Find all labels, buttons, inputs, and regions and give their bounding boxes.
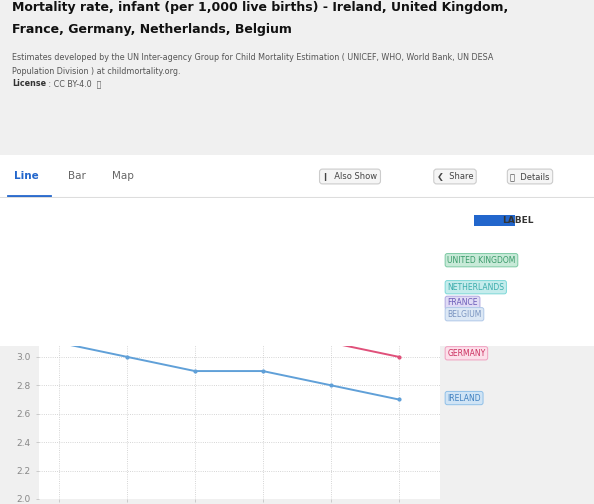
Text: ✓: ✓ — [484, 205, 492, 215]
Text: Bar: Bar — [68, 171, 86, 181]
Text: LABEL: LABEL — [502, 216, 533, 225]
Text: License: License — [12, 79, 46, 88]
Text: ❮  Share: ❮ Share — [437, 172, 473, 181]
Text: Line: Line — [14, 171, 39, 181]
Text: ☑ LABEL: ☑ LABEL — [475, 216, 514, 225]
Text: Estimates developed by the UN Inter-agency Group for Child Mortality Estimation : Estimates developed by the UN Inter-agen… — [12, 53, 493, 62]
Text: UNITED KINGDOM: UNITED KINGDOM — [447, 256, 516, 265]
Text: Map: Map — [112, 171, 134, 181]
Text: FRANCE: FRANCE — [447, 298, 478, 307]
Text: Mortality rate, infant (per 1,000 live births) - Ireland, United Kingdom,: Mortality rate, infant (per 1,000 live b… — [12, 1, 508, 14]
Text: GERMANY: GERMANY — [447, 349, 485, 358]
Text: ⓘ  Details: ⓘ Details — [510, 172, 550, 181]
Text: NETHERLANDS: NETHERLANDS — [447, 283, 504, 292]
Text: BELGIUM: BELGIUM — [447, 310, 482, 319]
Text: France, Germany, Netherlands, Belgium: France, Germany, Netherlands, Belgium — [12, 23, 292, 36]
Text: IRELAND: IRELAND — [447, 394, 481, 403]
Text: Population Division ) at childmortality.org.: Population Division ) at childmortality.… — [12, 67, 181, 76]
Text: ❙  Also Show: ❙ Also Show — [323, 172, 378, 181]
Text: : CC BY-4.0  ⓘ: : CC BY-4.0 ⓘ — [46, 79, 101, 88]
